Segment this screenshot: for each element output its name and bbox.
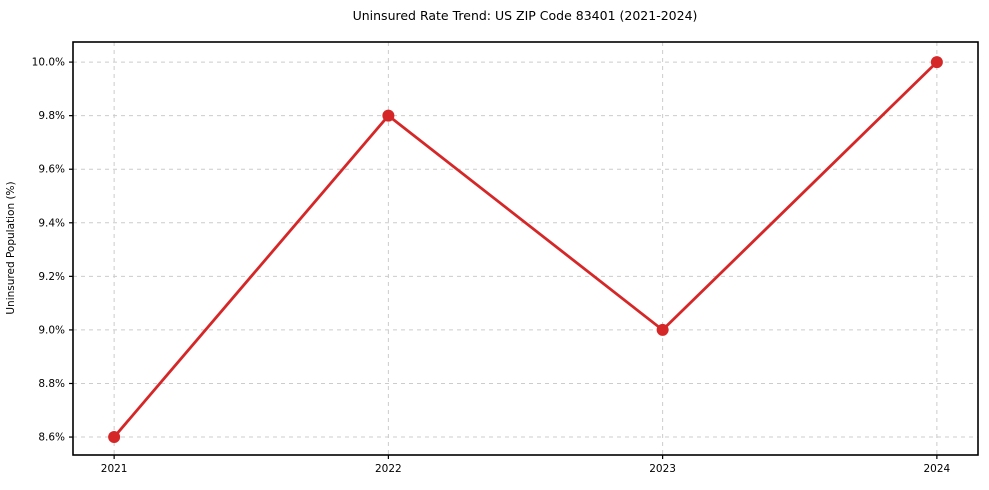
y-tick-label: 9.8% — [38, 110, 65, 122]
y-tick-label: 9.2% — [38, 271, 65, 283]
grid-lines — [73, 42, 978, 455]
y-tick-label: 9.4% — [38, 217, 65, 229]
y-tick-label: 8.6% — [38, 432, 65, 444]
x-tick-label: 2023 — [649, 463, 676, 475]
data-point-marker — [656, 323, 669, 336]
chart-title: Uninsured Rate Trend: US ZIP Code 83401 … — [353, 8, 698, 23]
data-point-marker — [382, 109, 395, 122]
y-tick-label: 9.0% — [38, 324, 65, 336]
x-tick-label: 2022 — [375, 463, 402, 475]
x-tick-label: 2024 — [923, 463, 950, 475]
plot-area-border — [72, 41, 979, 456]
axis-tick-labels: 2021 2022 2023 2024 8.6% 8.8% 9.0% 9.2% 9.4% 9.6%… — [32, 57, 951, 475]
y-tick-label: 8.8% — [38, 378, 65, 390]
y-tick-label: 10.0% — [32, 57, 65, 69]
x-tick-label: 2021 — [101, 463, 128, 475]
trend-line — [113, 61, 938, 438]
y-axis-label: Uninsured Population (%) — [5, 181, 17, 314]
data-point-marker — [108, 431, 121, 444]
data-series — [108, 56, 943, 444]
y-tick-label: 9.6% — [38, 164, 65, 176]
data-point-marker — [930, 56, 943, 69]
axis-ticks — [69, 61, 938, 459]
